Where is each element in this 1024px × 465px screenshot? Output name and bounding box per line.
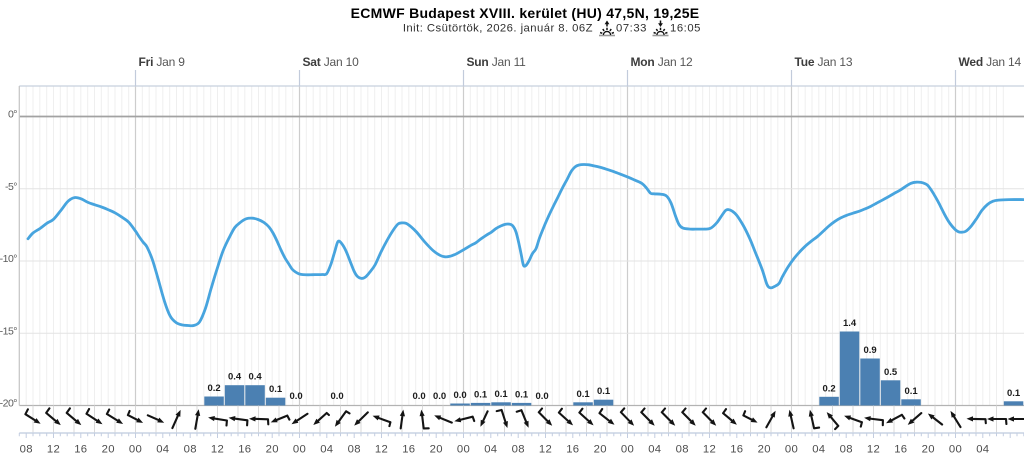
svg-text:Init: Csütörtök, 2026. január: Init: Csütörtök, 2026. január 8. 06Z [403, 23, 593, 35]
svg-text:0.1: 0.1 [1007, 388, 1021, 399]
svg-text:07:33: 07:33 [616, 23, 647, 35]
svg-text:0.1: 0.1 [576, 389, 590, 400]
svg-text:20: 20 [430, 444, 443, 456]
svg-text:08: 08 [676, 444, 689, 456]
svg-text:Wed Jan 14: Wed Jan 14 [959, 55, 1022, 69]
svg-text:20: 20 [922, 444, 935, 456]
svg-text:0.5: 0.5 [884, 367, 898, 378]
svg-text:16: 16 [74, 444, 87, 456]
svg-text:12: 12 [47, 444, 60, 456]
svg-text:08: 08 [348, 444, 361, 456]
svg-text:0.4: 0.4 [228, 372, 242, 383]
svg-text:20: 20 [266, 444, 279, 456]
svg-text:0.1: 0.1 [515, 389, 529, 400]
svg-text:12: 12 [539, 444, 552, 456]
svg-text:16: 16 [894, 444, 907, 456]
svg-text:16: 16 [566, 444, 579, 456]
svg-text:0.1: 0.1 [269, 384, 283, 395]
svg-text:0.1: 0.1 [904, 386, 918, 397]
svg-text:16: 16 [730, 444, 743, 456]
svg-text:16: 16 [238, 444, 251, 456]
svg-text:12: 12 [703, 444, 716, 456]
svg-text:Sat Jan 10: Sat Jan 10 [303, 55, 360, 69]
svg-text:Tue Jan 13: Tue Jan 13 [795, 55, 853, 69]
svg-text:16:05: 16:05 [670, 23, 701, 35]
svg-text:-10°: -10° [0, 253, 17, 265]
svg-text:Fri Jan 9: Fri Jan 9 [139, 55, 186, 69]
svg-text:12: 12 [211, 444, 224, 456]
svg-text:00: 00 [785, 444, 798, 456]
svg-text:-20°: -20° [0, 398, 17, 410]
svg-text:0.1: 0.1 [474, 389, 488, 400]
svg-text:00: 00 [129, 444, 142, 456]
svg-text:0.2: 0.2 [207, 383, 220, 394]
svg-text:-15°: -15° [0, 325, 17, 337]
svg-text:0.0: 0.0 [433, 391, 446, 402]
svg-text:04: 04 [320, 444, 333, 456]
svg-text:0°: 0° [8, 109, 17, 121]
svg-text:0.1: 0.1 [494, 389, 508, 400]
svg-text:12: 12 [867, 444, 880, 456]
svg-text:04: 04 [156, 444, 169, 456]
svg-text:0.9: 0.9 [863, 345, 876, 356]
svg-text:00: 00 [457, 444, 470, 456]
svg-text:04: 04 [484, 444, 497, 456]
svg-text:08: 08 [512, 444, 525, 456]
svg-text:08: 08 [20, 444, 33, 456]
svg-text:04: 04 [648, 444, 661, 456]
svg-text:0.0: 0.0 [330, 391, 343, 402]
svg-text:0.2: 0.2 [822, 383, 835, 394]
svg-text:04: 04 [976, 444, 989, 456]
svg-text:0.4: 0.4 [248, 372, 262, 383]
svg-text:20: 20 [102, 444, 115, 456]
svg-text:12: 12 [375, 444, 388, 456]
svg-text:0.0: 0.0 [535, 391, 548, 402]
svg-text:20: 20 [758, 444, 771, 456]
svg-text:Mon Jan 12: Mon Jan 12 [631, 55, 694, 69]
svg-text:00: 00 [949, 444, 962, 456]
svg-text:0.0: 0.0 [289, 391, 302, 402]
svg-text:08: 08 [840, 444, 853, 456]
svg-text:Sun Jan 11: Sun Jan 11 [467, 55, 527, 69]
svg-text:0.0: 0.0 [412, 391, 425, 402]
svg-text:1.4: 1.4 [843, 318, 857, 329]
svg-text:0.1: 0.1 [597, 386, 611, 397]
svg-text:0.0: 0.0 [453, 390, 466, 401]
svg-text:04: 04 [812, 444, 825, 456]
svg-text:16: 16 [402, 444, 415, 456]
svg-text:20: 20 [594, 444, 607, 456]
svg-text:-5°: -5° [5, 181, 17, 193]
svg-text:ECMWF Budapest XVIII. kerület: ECMWF Budapest XVIII. kerület (HU) 47,5N… [351, 5, 700, 21]
svg-text:00: 00 [293, 444, 306, 456]
svg-text:00: 00 [621, 444, 634, 456]
svg-text:08: 08 [184, 444, 197, 456]
